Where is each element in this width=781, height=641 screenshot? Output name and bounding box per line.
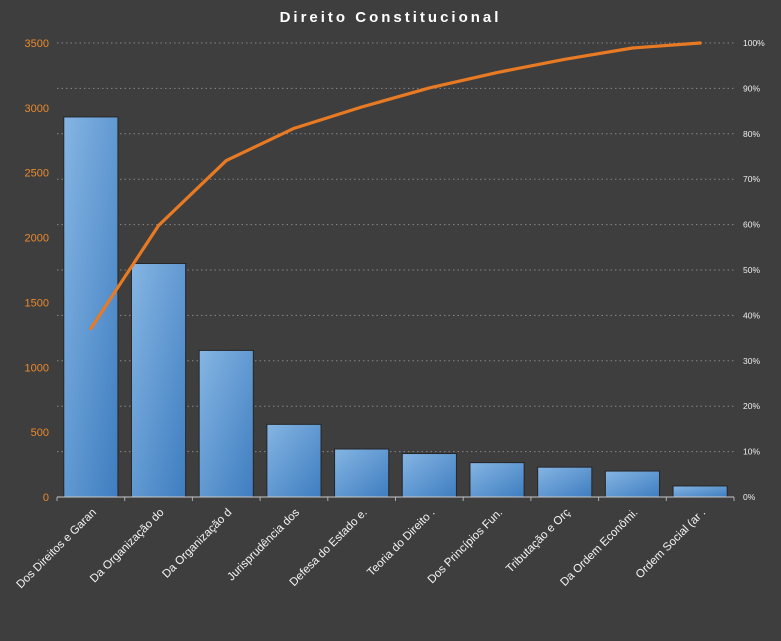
- y-axis-left-label: 3000: [25, 103, 49, 115]
- x-axis-category-label: Da Ordem Econômi.: [558, 507, 640, 589]
- x-axis-category-label: Da Organização do: [88, 507, 167, 586]
- cumulative-line: [89, 41, 702, 331]
- y-axis-right-label: 90%: [743, 83, 760, 93]
- chart-title: Direito Constitucional: [279, 9, 502, 26]
- bar: [198, 349, 254, 498]
- bar: [469, 462, 525, 498]
- x-axis-category-label: Tributação e Orç: [504, 506, 573, 575]
- bar: [266, 423, 322, 498]
- y-axis-right-label: 0%: [743, 492, 756, 502]
- x-axis-category-label: Dos Princípios Fun.: [426, 507, 505, 586]
- y-axis-right-label: 30%: [743, 356, 760, 366]
- x-axis-category-label: Dos Direitos e Garan: [15, 507, 99, 591]
- y-axis-right-label: 40%: [743, 310, 760, 320]
- bar: [401, 453, 457, 498]
- y-axis-right-label: 100%: [743, 38, 765, 48]
- y-axis-left-label: 1000: [25, 362, 49, 374]
- x-axis-category-label: Jurisprudência dos: [225, 506, 302, 583]
- y-axis-left-label: 500: [31, 427, 49, 439]
- y-axis-right-label: 80%: [743, 129, 760, 139]
- y-axis-right-label: 10%: [743, 447, 760, 457]
- bar: [334, 448, 390, 498]
- y-axis-left-label: 2000: [25, 233, 49, 245]
- x-axis-category-label: Ordem Social (ar .: [634, 507, 708, 581]
- x-axis-category-label: Defesa do Estado e.: [288, 507, 370, 589]
- y-axis-left-label: 0: [43, 492, 49, 504]
- y-axis-left-label: 2500: [25, 168, 49, 180]
- y-axis-right-label: 70%: [743, 174, 760, 184]
- bar: [604, 470, 661, 498]
- y-axis-right-label: 60%: [743, 220, 760, 230]
- bar: [130, 263, 187, 498]
- y-axis-left-label: 3500: [25, 38, 49, 50]
- y-axis-right-label: 20%: [743, 401, 760, 411]
- bar: [672, 485, 728, 498]
- bar: [537, 466, 593, 498]
- x-axis-category-label: Da Organização d: [160, 507, 234, 581]
- y-axis-right-label: 50%: [743, 265, 760, 275]
- y-axis-left-label: 1500: [25, 297, 49, 309]
- bar: [63, 116, 119, 498]
- x-axis-category-label: Teoria do Direito .: [365, 507, 437, 579]
